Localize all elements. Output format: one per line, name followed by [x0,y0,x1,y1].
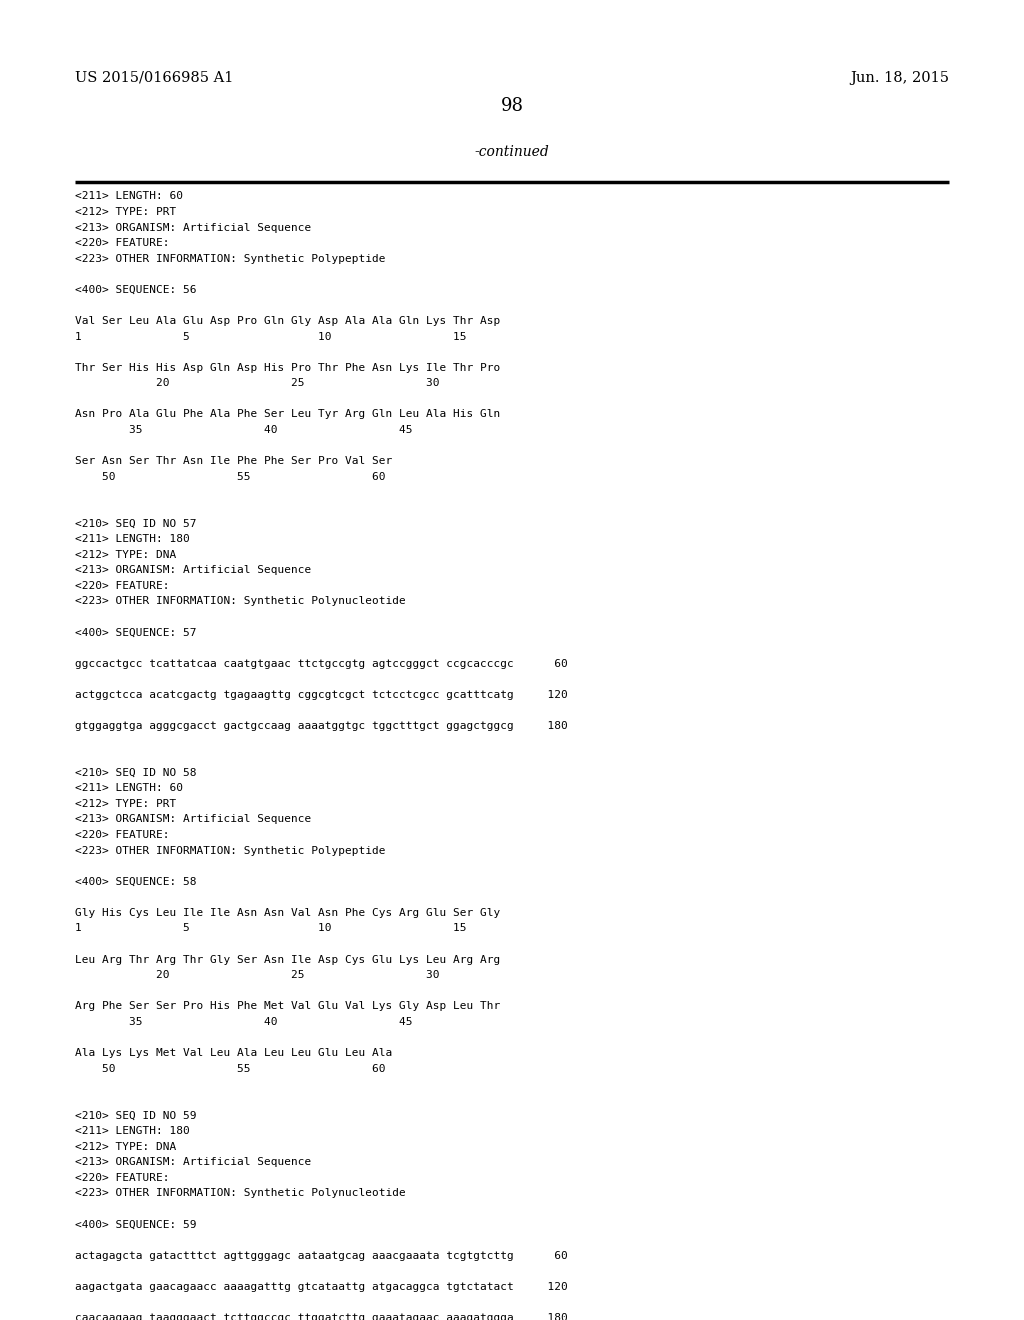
Text: -continued: -continued [475,145,549,158]
Text: <212> TYPE: PRT: <212> TYPE: PRT [75,207,176,216]
Text: <400> SEQUENCE: 57: <400> SEQUENCE: 57 [75,627,197,638]
Text: <220> FEATURE:: <220> FEATURE: [75,1172,169,1183]
Text: <223> OTHER INFORMATION: Synthetic Polynucleotide: <223> OTHER INFORMATION: Synthetic Polyn… [75,597,406,606]
Text: <212> TYPE: DNA: <212> TYPE: DNA [75,1142,176,1151]
Text: Ser Asn Ser Thr Asn Ile Phe Phe Ser Pro Val Ser: Ser Asn Ser Thr Asn Ile Phe Phe Ser Pro … [75,457,392,466]
Text: <400> SEQUENCE: 58: <400> SEQUENCE: 58 [75,876,197,887]
Text: 1               5                   10                  15: 1 5 10 15 [75,924,466,933]
Text: <223> OTHER INFORMATION: Synthetic Polypeptide: <223> OTHER INFORMATION: Synthetic Polyp… [75,846,385,855]
Text: <211> LENGTH: 60: <211> LENGTH: 60 [75,783,182,793]
Text: Jun. 18, 2015: Jun. 18, 2015 [850,71,949,84]
Text: <212> TYPE: DNA: <212> TYPE: DNA [75,549,176,560]
Text: <220> FEATURE:: <220> FEATURE: [75,581,169,591]
Text: <210> SEQ ID NO 58: <210> SEQ ID NO 58 [75,768,197,777]
Text: caacaagaag taagggaact tcttggccgc ttggatcttg gaaatagaac aaagatggga     180: caacaagaag taagggaact tcttggccgc ttggatc… [75,1313,567,1320]
Text: <213> ORGANISM: Artificial Sequence: <213> ORGANISM: Artificial Sequence [75,814,311,825]
Text: Leu Arg Thr Arg Thr Gly Ser Asn Ile Asp Cys Glu Lys Leu Arg Arg: Leu Arg Thr Arg Thr Gly Ser Asn Ile Asp … [75,954,500,965]
Text: 50                  55                  60: 50 55 60 [75,471,385,482]
Text: Gly His Cys Leu Ile Ile Asn Asn Val Asn Phe Cys Arg Glu Ser Gly: Gly His Cys Leu Ile Ile Asn Asn Val Asn … [75,908,500,917]
Text: 98: 98 [501,96,523,115]
Text: <213> ORGANISM: Artificial Sequence: <213> ORGANISM: Artificial Sequence [75,223,311,232]
Text: Asn Pro Ala Glu Phe Ala Phe Ser Leu Tyr Arg Gln Leu Ala His Gln: Asn Pro Ala Glu Phe Ala Phe Ser Leu Tyr … [75,409,500,420]
Text: US 2015/0166985 A1: US 2015/0166985 A1 [75,71,233,84]
Text: Thr Ser His His Asp Gln Asp His Pro Thr Phe Asn Lys Ile Thr Pro: Thr Ser His His Asp Gln Asp His Pro Thr … [75,363,500,372]
Text: <210> SEQ ID NO 59: <210> SEQ ID NO 59 [75,1110,197,1121]
Text: <220> FEATURE:: <220> FEATURE: [75,238,169,248]
Text: <223> OTHER INFORMATION: Synthetic Polypeptide: <223> OTHER INFORMATION: Synthetic Polyp… [75,253,385,264]
Text: aagactgata gaacagaacc aaaagatttg gtcataattg atgacaggca tgtctatact     120: aagactgata gaacagaacc aaaagatttg gtcataa… [75,1282,567,1292]
Text: <211> LENGTH: 60: <211> LENGTH: 60 [75,191,182,202]
Text: <211> LENGTH: 180: <211> LENGTH: 180 [75,1126,189,1137]
Text: <212> TYPE: PRT: <212> TYPE: PRT [75,799,176,809]
Text: <220> FEATURE:: <220> FEATURE: [75,830,169,840]
Text: ggccactgcc tcattatcaa caatgtgaac ttctgccgtg agtccgggct ccgcacccgc      60: ggccactgcc tcattatcaa caatgtgaac ttctgcc… [75,659,567,669]
Text: actagagcta gatactttct agttgggagc aataatgcag aaacgaaata tcgtgtcttg      60: actagagcta gatactttct agttgggagc aataatg… [75,1250,567,1261]
Text: Val Ser Leu Ala Glu Asp Pro Gln Gly Asp Ala Ala Gln Lys Thr Asp: Val Ser Leu Ala Glu Asp Pro Gln Gly Asp … [75,315,500,326]
Text: 35                  40                  45: 35 40 45 [75,425,413,436]
Text: 20                  25                  30: 20 25 30 [75,970,439,981]
Text: Arg Phe Ser Ser Pro His Phe Met Val Glu Val Lys Gly Asp Leu Thr: Arg Phe Ser Ser Pro His Phe Met Val Glu … [75,1002,500,1011]
Text: <213> ORGANISM: Artificial Sequence: <213> ORGANISM: Artificial Sequence [75,565,311,576]
Text: <213> ORGANISM: Artificial Sequence: <213> ORGANISM: Artificial Sequence [75,1158,311,1167]
Text: <211> LENGTH: 180: <211> LENGTH: 180 [75,535,189,544]
Text: actggctcca acatcgactg tgagaagttg cggcgtcgct tctcctcgcc gcatttcatg     120: actggctcca acatcgactg tgagaagttg cggcgtc… [75,690,567,700]
Text: <400> SEQUENCE: 56: <400> SEQUENCE: 56 [75,285,197,294]
Text: 20                  25                  30: 20 25 30 [75,379,439,388]
Text: Ala Lys Lys Met Val Leu Ala Leu Leu Glu Leu Ala: Ala Lys Lys Met Val Leu Ala Leu Leu Glu … [75,1048,392,1059]
Text: 1               5                   10                  15: 1 5 10 15 [75,331,466,342]
Text: <210> SEQ ID NO 57: <210> SEQ ID NO 57 [75,519,197,528]
Text: 35                  40                  45: 35 40 45 [75,1016,413,1027]
Text: <400> SEQUENCE: 59: <400> SEQUENCE: 59 [75,1220,197,1229]
Text: gtggaggtga agggcgacct gactgccaag aaaatggtgc tggctttgct ggagctggcg     180: gtggaggtga agggcgacct gactgccaag aaaatgg… [75,721,567,731]
Text: <223> OTHER INFORMATION: Synthetic Polynucleotide: <223> OTHER INFORMATION: Synthetic Polyn… [75,1188,406,1199]
Text: 50                  55                  60: 50 55 60 [75,1064,385,1073]
